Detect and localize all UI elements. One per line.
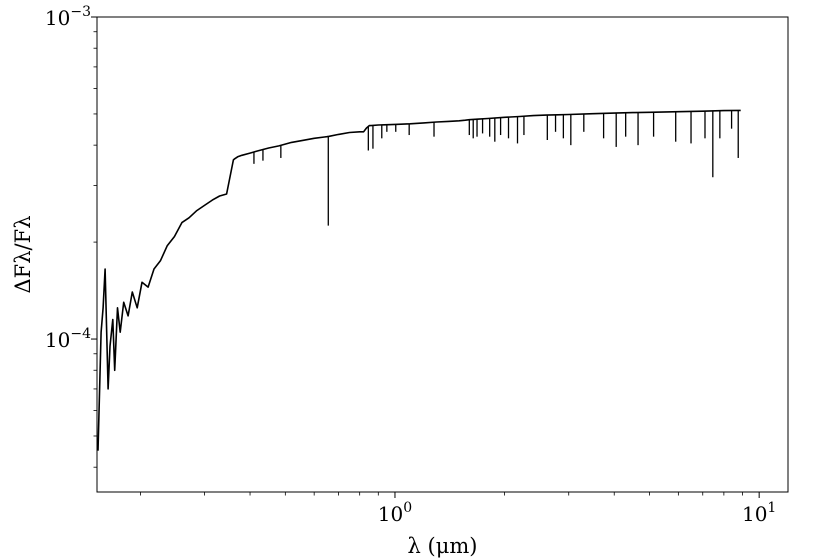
series-layer: [97, 109, 741, 451]
x-axis-label: λ (μm): [408, 534, 478, 558]
plot-frame: [96, 16, 789, 493]
spectrum-line: [97, 109, 741, 451]
x-tick-label-1e1: 101: [742, 500, 776, 526]
major-ticks: [91, 16, 760, 498]
x-tick-label-1e0: 100: [378, 500, 412, 526]
y-tick-label-1e-3: 10−3: [45, 4, 91, 30]
minor-ticks: [93, 31, 743, 496]
y-tick-label-1e-4: 10−4: [45, 326, 91, 352]
y-axis-label: ΔFλ/Fλ: [11, 215, 35, 293]
